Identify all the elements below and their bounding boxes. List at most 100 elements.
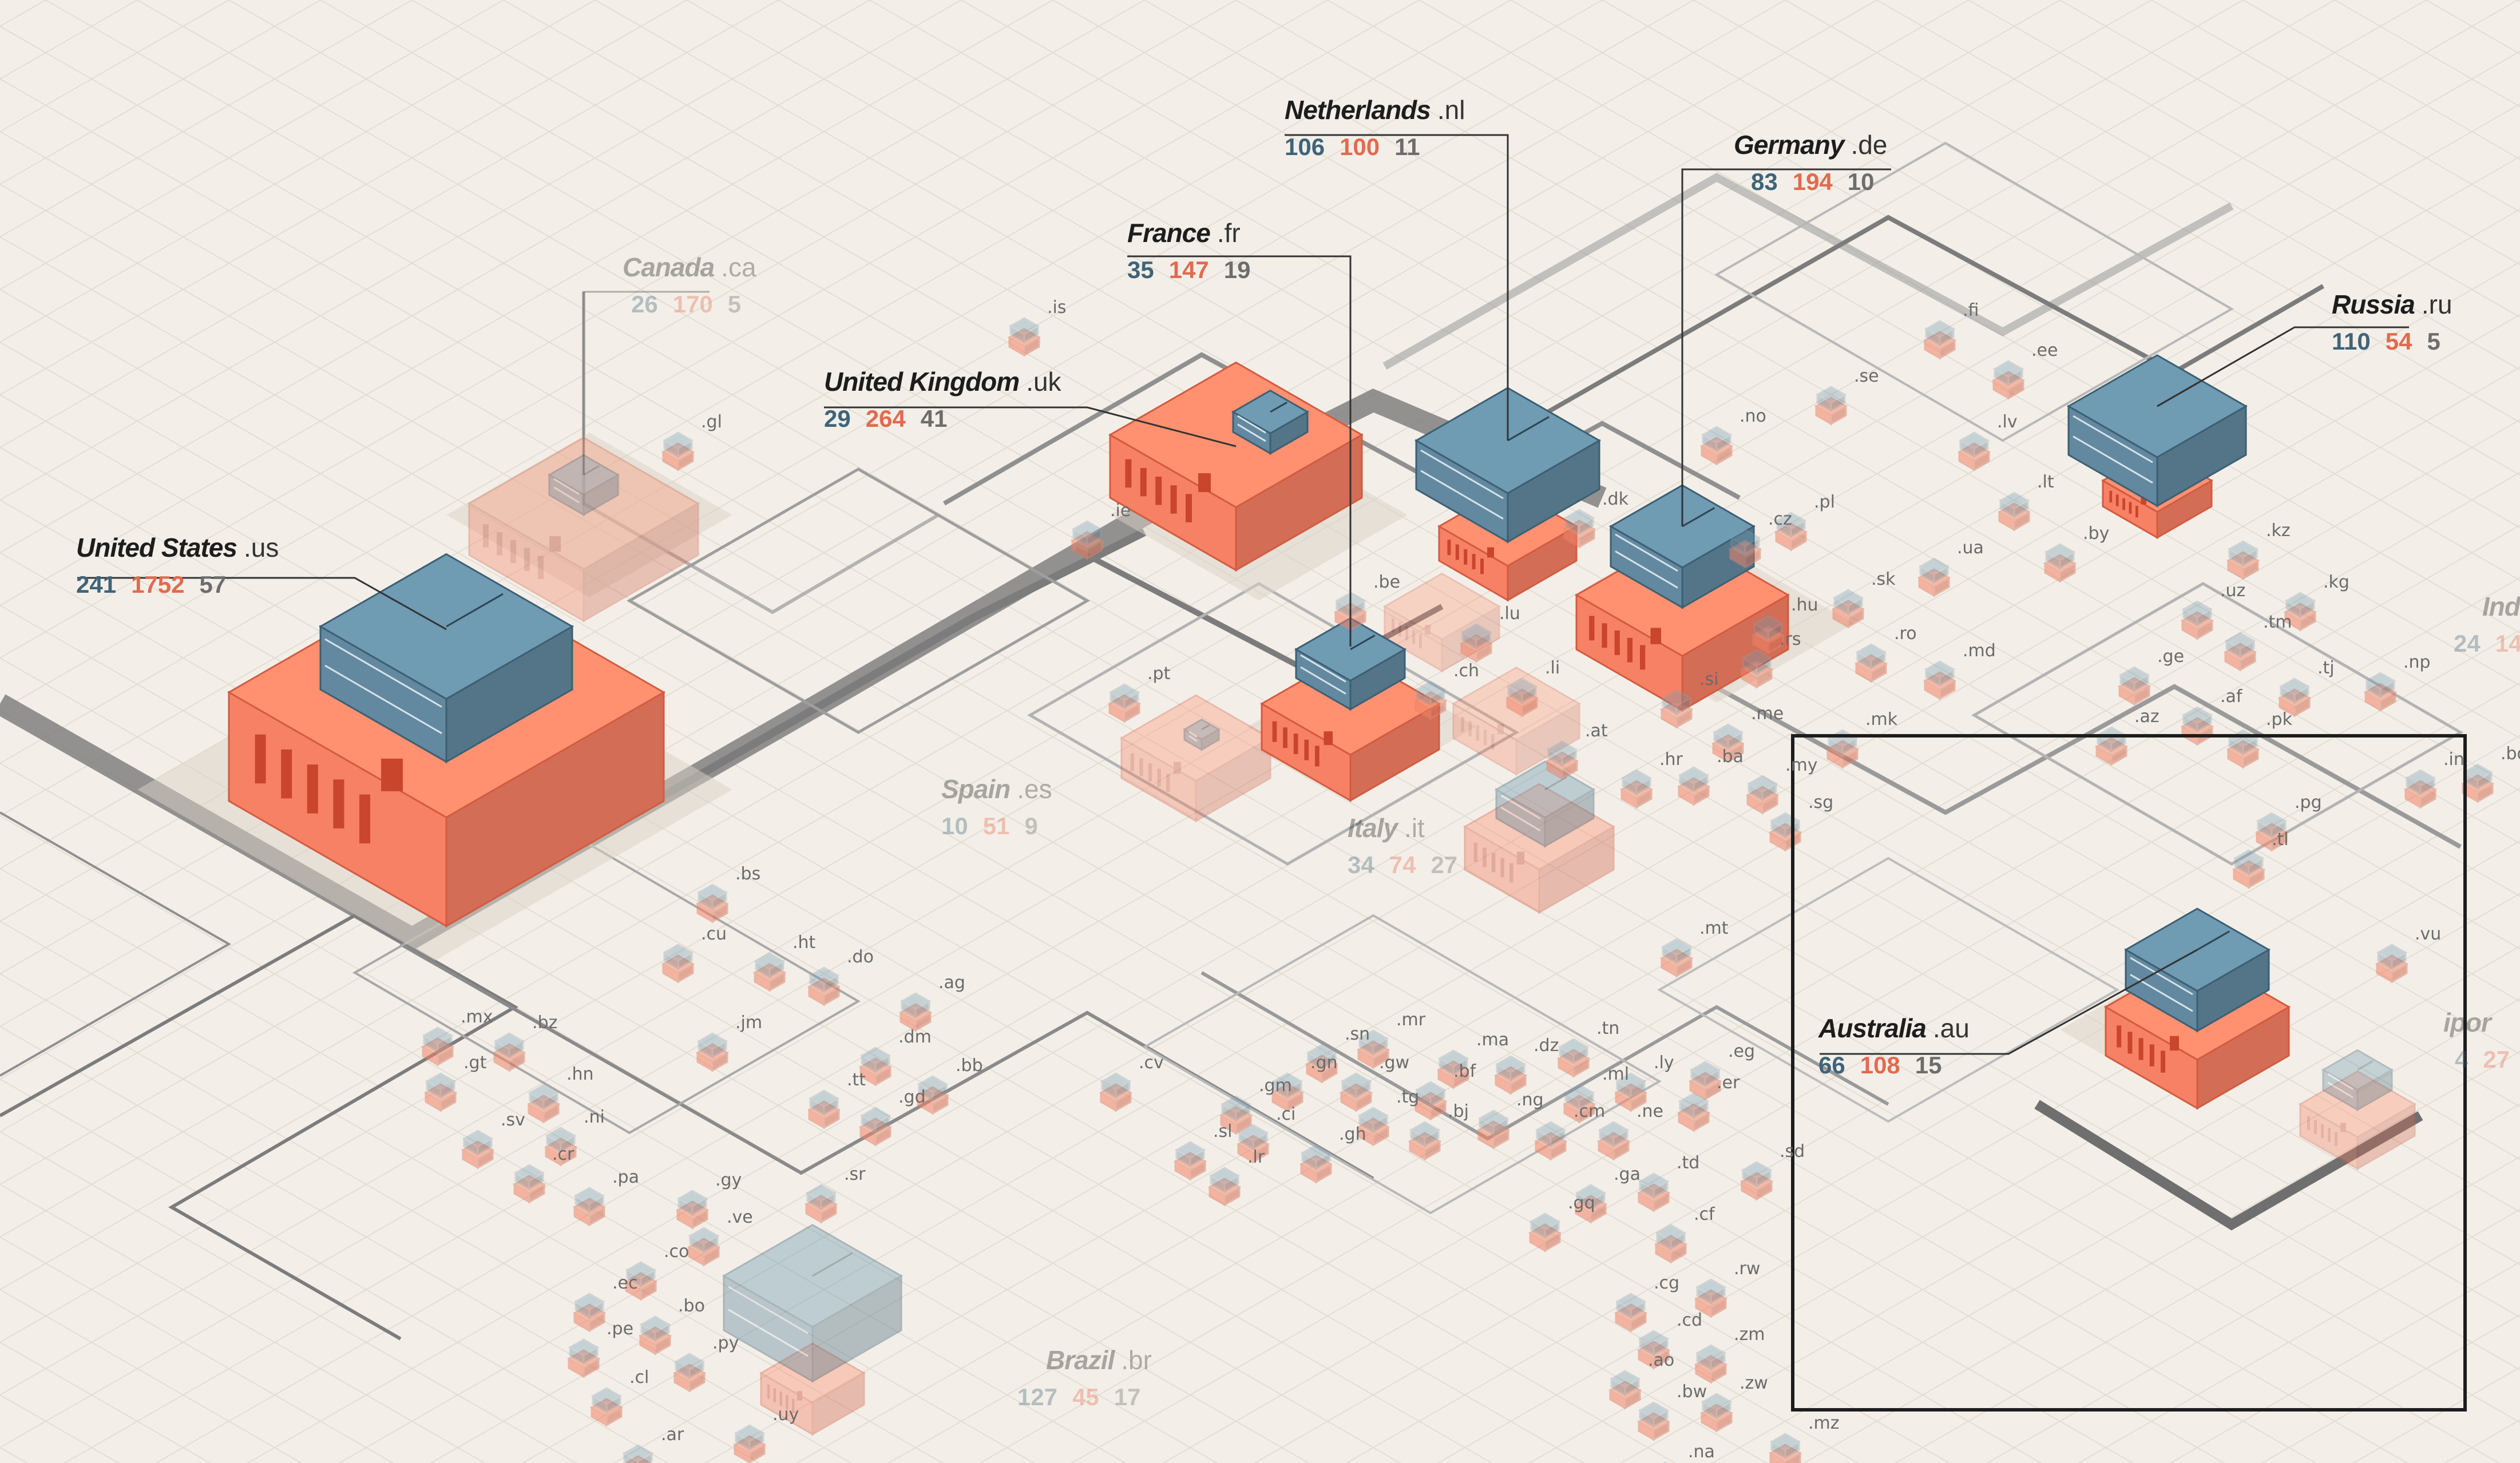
datacenter-door	[797, 1391, 802, 1401]
box-top-face	[1620, 769, 1653, 787]
leader-nl	[1285, 134, 1509, 441]
box-top-face	[661, 442, 695, 462]
datacenter-door	[1198, 473, 1211, 493]
box-top-face	[1575, 1184, 1607, 1202]
country-tld: .br	[1121, 1345, 1152, 1375]
tld-node	[916, 1075, 950, 1115]
box-top-face	[1356, 1117, 1390, 1137]
tld-label: .ml	[1602, 1064, 1630, 1084]
box-top-face	[492, 1043, 526, 1062]
tld-datacenter	[1534, 1132, 1568, 1161]
label-in: Ind 24 14	[2454, 591, 2520, 657]
tld-datacenter	[461, 1140, 495, 1169]
stat-datacenters: 45	[1072, 1383, 1099, 1410]
box-top-face	[661, 954, 695, 974]
box-right-face	[688, 1360, 704, 1379]
tld-node	[1356, 1029, 1390, 1069]
tld-exchange	[462, 1129, 494, 1156]
datacenter-door	[2170, 1036, 2179, 1051]
box-top-face	[859, 1107, 891, 1125]
tld-node	[1751, 614, 1785, 655]
tld-exchange	[808, 1089, 840, 1116]
tld-exchange	[696, 1032, 728, 1059]
box-right-face	[1521, 685, 1537, 704]
box-top-face	[2094, 737, 2129, 756]
box-top-face	[1655, 1224, 1687, 1242]
datacenter-window	[2129, 502, 2132, 514]
tld-node	[572, 1187, 607, 1227]
box-left-face	[1770, 1440, 1786, 1460]
box-top-face	[2376, 943, 2408, 962]
box-top-face	[1463, 783, 1616, 871]
tld-node	[2232, 849, 2266, 889]
tld-datacenter	[492, 1043, 526, 1072]
tld-label: .pg	[2295, 792, 2322, 812]
box-top-face	[1924, 660, 1956, 679]
box-top-face	[547, 454, 620, 496]
tld-datacenter	[1654, 1235, 1688, 1264]
tld-datacenter	[807, 977, 841, 1006]
tld-exchange	[2181, 600, 2213, 627]
exchange-leader-anchor	[1544, 776, 1567, 791]
box-left-face	[1175, 1148, 1191, 1168]
exchange-slot	[1300, 654, 1346, 683]
tld-exchange	[1638, 1172, 1670, 1199]
tld-nodes	[421, 317, 2495, 1463]
box-top-face	[898, 1003, 933, 1022]
datacenter-window	[2135, 506, 2138, 518]
box-left-face	[1616, 1080, 1632, 1099]
country-tld: .nl	[1437, 95, 1465, 125]
tld-label: .li	[1545, 658, 1560, 678]
tld-label: .gt	[463, 1053, 487, 1073]
tld-node	[2277, 677, 2312, 717]
tld-exchange	[2227, 540, 2259, 567]
tld-exchange	[1695, 1344, 1727, 1371]
datacenter-window	[1405, 626, 1408, 641]
tld-label: .cg	[1654, 1273, 1680, 1293]
datacenter-window	[2117, 1025, 2122, 1048]
box-left-face	[663, 951, 679, 970]
datacenter-window	[1186, 494, 1192, 522]
box-right-face	[1670, 1231, 1686, 1251]
box-left-face	[1828, 736, 1844, 756]
box-right-face	[437, 1034, 453, 1053]
box-left-face	[2299, 1103, 2359, 1171]
tld-exchange	[1340, 1072, 1372, 1099]
box-right-face	[2293, 685, 2309, 704]
box-top-face	[1357, 1107, 1389, 1125]
datacenter-window	[786, 1395, 789, 1410]
country-name: Russia	[2332, 290, 2415, 319]
box-left-face	[1959, 439, 1975, 458]
tld-label: .mr	[1396, 1010, 1426, 1030]
tld-label: .sk	[1871, 569, 1896, 589]
leader-de	[1681, 168, 1891, 526]
datacenter-window	[2138, 1038, 2143, 1060]
box-left-face	[1101, 1080, 1117, 1099]
box-right-face	[1475, 631, 1491, 650]
tld-node	[1219, 1095, 1253, 1135]
tld-label: .mk	[1865, 709, 1898, 729]
datacenter-window	[779, 1391, 782, 1406]
box-top-face	[1694, 1355, 1728, 1374]
datacenter-window	[524, 548, 530, 572]
box-top-face	[1917, 568, 1951, 588]
box-right-face	[1355, 1080, 1371, 1099]
box-top-face	[1712, 723, 1744, 742]
stat-datacenters: 27	[2483, 1046, 2510, 1073]
tld-datacenter	[1619, 780, 1654, 809]
tld-node	[732, 1424, 767, 1463]
exchange-leader-anchor	[583, 465, 600, 476]
country-tld: .us	[243, 533, 279, 562]
box-right-face	[874, 1054, 890, 1073]
tld-node	[1413, 1081, 1448, 1121]
tld-exchange	[1769, 1433, 1801, 1460]
box-top-face	[1299, 1155, 1333, 1174]
tld-exchange	[1775, 512, 1807, 538]
tld-node	[1528, 1212, 1562, 1252]
leader-au	[1820, 949, 2198, 1055]
box-top-face	[696, 1032, 728, 1050]
tld-node	[1654, 1224, 1688, 1264]
box-top-face	[589, 1398, 624, 1417]
box-left-face	[1530, 1220, 1546, 1239]
